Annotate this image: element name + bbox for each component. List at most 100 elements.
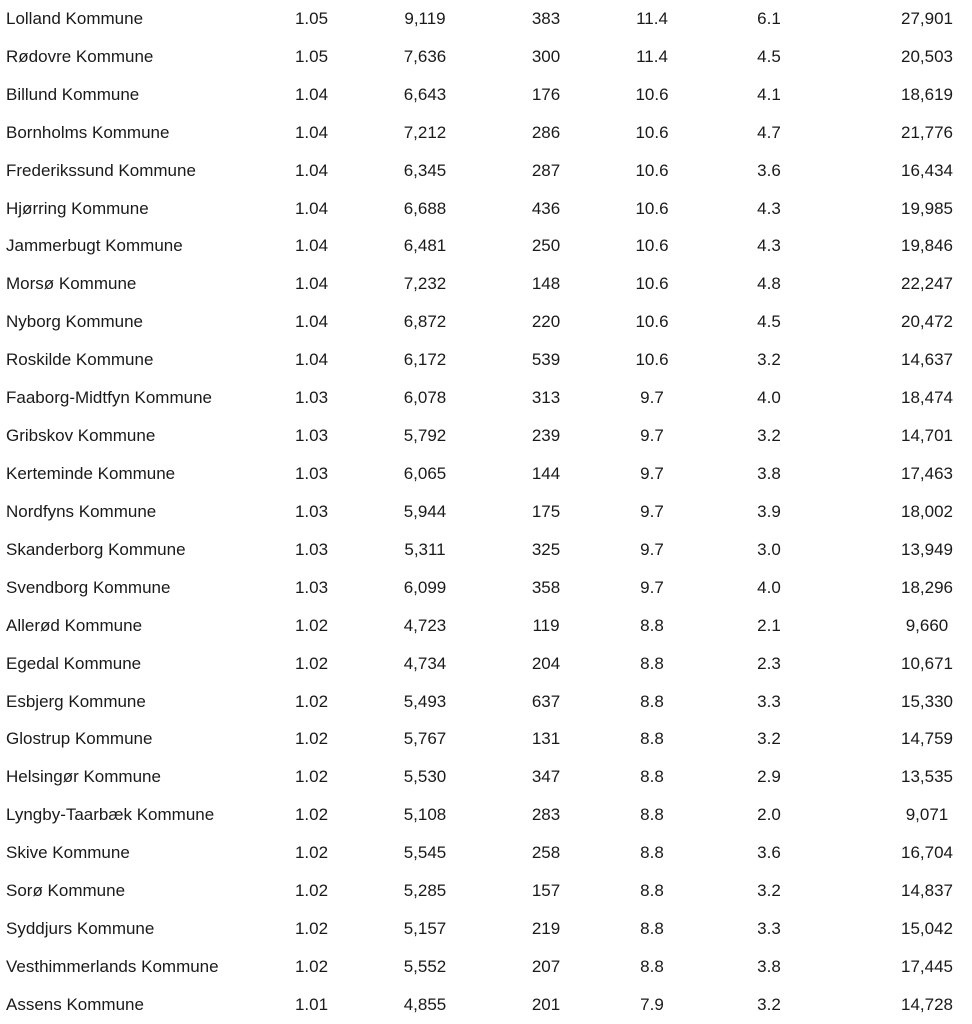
value-cell-index: 1.04	[294, 122, 329, 142]
municipality-name-cell: Nyborg Kommune	[6, 312, 144, 332]
value-cell-amount_2: 19,985	[901, 198, 953, 218]
municipality-name-cell: Gribskov Kommune	[6, 426, 156, 446]
value-cell-count: 358	[531, 577, 561, 597]
value-cell-count: 119	[532, 615, 560, 635]
municipality-name-cell: Vesthimmerlands Kommune	[6, 957, 219, 976]
value-cell-index: 1.04	[294, 84, 329, 104]
value-cell-amount_1: 6,172	[403, 350, 447, 370]
value-cell-rate_1: 9.7	[640, 426, 664, 446]
value-cell-index: 1.03	[294, 501, 329, 521]
municipality-name-cell: Assens Kommune	[6, 994, 144, 1014]
value-cell-count: 220	[531, 312, 561, 332]
table-row: Esbjerg Kommune 1.02 5,493 637 8.8 3.3 15,330	[0, 683, 972, 721]
value-cell-rate_1: 8.8	[640, 615, 664, 635]
value-cell-amount_2: 27,901	[901, 8, 953, 28]
value-cell-amount_1: 5,545	[403, 843, 447, 863]
value-cell-count: 300	[531, 46, 561, 66]
municipality-name-cell: Faaborg-Midtfyn Kommune	[6, 388, 212, 408]
municipality-name-cell: Kerteminde Kommune	[6, 464, 176, 484]
table-row: Gribskov Kommune 1.03 5,792 239 9.7 3.2 14,701	[0, 417, 972, 455]
value-cell-amount_1: 6,065	[403, 464, 447, 484]
municipality-name-cell: Sorø Kommune	[6, 881, 126, 901]
value-cell-amount_1: 5,108	[403, 805, 447, 825]
value-cell-amount_1: 5,767	[403, 729, 447, 749]
value-cell-index: 1.01	[294, 994, 329, 1014]
table-row: Rødovre Kommune 1.05 7,636 300 11.4 4.5 20,503	[0, 38, 972, 76]
table-row: Lyngby-Taarbæk Kommune 1.02 5,108 283 8.8 2.0…	[0, 796, 972, 834]
table-row: Glostrup Kommune 1.02 5,767 131 8.8 3.2 14,759	[0, 721, 972, 759]
table-row: Allerød Kommune 1.02 4,723 119 8.8 2.1 9,660	[0, 607, 972, 645]
value-cell-rate_2: 2.9	[757, 767, 781, 787]
value-cell-rate_1: 9.7	[640, 501, 664, 521]
value-cell-index: 1.04	[294, 350, 329, 370]
value-cell-rate_2: 2.3	[757, 653, 781, 673]
value-cell-count: 286	[531, 122, 561, 142]
table-row: Faaborg-Midtfyn Kommune 1.03 6,078 313 9.7 4.…	[0, 379, 972, 417]
table-row: Hjørring Kommune 1.04 6,688 436 10.6 4.3 19,98…	[0, 190, 972, 228]
value-cell-index: 1.02	[294, 881, 329, 901]
value-cell-rate_1: 7.9	[640, 994, 664, 1014]
value-cell-rate_1: 10.6	[635, 198, 669, 218]
value-cell-rate_2: 4.7	[757, 122, 781, 142]
value-cell-index: 1.02	[294, 805, 329, 825]
table-row: Kerteminde Kommune 1.03 6,065 144 9.7 3.8 17,4…	[0, 455, 972, 493]
value-cell-index: 1.03	[294, 577, 329, 597]
value-cell-index: 1.04	[294, 274, 329, 294]
table-row: Jammerbugt Kommune 1.04 6,481 250 10.6 4.3 19,…	[0, 228, 972, 266]
value-cell-count: 637	[531, 691, 561, 711]
value-cell-amount_1: 9,119	[404, 8, 446, 28]
value-cell-rate_2: 3.2	[757, 881, 781, 901]
value-cell-rate_1: 9.7	[640, 464, 664, 484]
table-row: Bornholms Kommune 1.04 7,212 286 10.6 4.7 21,7…	[0, 114, 972, 152]
table-row: Helsingør Kommune 1.02 5,530 347 8.8 2.9 13,53…	[0, 758, 972, 796]
value-cell-rate_2: 3.6	[757, 160, 781, 180]
value-cell-rate_1: 10.6	[635, 236, 669, 256]
value-cell-rate_2: 2.1	[757, 615, 781, 635]
value-cell-amount_1: 6,643	[403, 84, 447, 104]
value-cell-amount_2: 17,463	[901, 464, 953, 484]
municipality-name-cell: Esbjerg Kommune	[6, 691, 146, 711]
value-cell-index: 1.04	[294, 312, 329, 332]
value-cell-rate_2: 4.0	[757, 388, 781, 408]
value-cell-rate_1: 8.8	[640, 957, 664, 976]
value-cell-index: 1.02	[294, 919, 329, 939]
value-cell-rate_2: 3.3	[757, 919, 781, 939]
value-cell-count: 283	[531, 805, 561, 825]
value-cell-amount_2: 21,776	[901, 122, 953, 142]
value-cell-count: 383	[531, 8, 561, 28]
value-cell-amount_2: 15,330	[901, 691, 953, 711]
municipality-name-cell: Svendborg Kommune	[6, 577, 171, 597]
value-cell-rate_2: 4.1	[757, 84, 781, 104]
value-cell-index: 1.02	[294, 843, 329, 863]
value-cell-amount_2: 22,247	[901, 274, 953, 294]
value-cell-rate_1: 10.6	[635, 350, 669, 370]
value-cell-amount_2: 15,042	[901, 919, 953, 939]
value-cell-amount_1: 4,723	[403, 615, 447, 635]
value-cell-amount_1: 5,285	[403, 881, 447, 901]
value-cell-amount_1: 4,734	[403, 653, 447, 673]
value-cell-count: 250	[531, 236, 561, 256]
value-cell-rate_1: 10.6	[635, 274, 669, 294]
value-cell-rate_1: 10.6	[635, 312, 669, 332]
value-cell-index: 1.02	[294, 615, 329, 635]
value-cell-count: 313	[531, 388, 561, 408]
municipality-name-cell: Lyngby-Taarbæk Kommune	[6, 805, 215, 825]
value-cell-amount_2: 14,837	[901, 881, 953, 901]
value-cell-count: 157	[531, 881, 561, 901]
value-cell-rate_2: 3.2	[757, 350, 781, 370]
value-cell-index: 1.03	[294, 426, 329, 446]
value-cell-index: 1.04	[294, 236, 329, 256]
value-cell-rate_1: 11.4	[636, 46, 668, 66]
value-cell-index: 1.02	[294, 653, 329, 673]
municipality-name-cell: Helsingør Kommune	[6, 767, 161, 787]
table-row: Lolland Kommune 1.05 9,119 383 11.4 6.1 27,901	[0, 0, 972, 38]
value-cell-rate_2: 2.0	[757, 805, 781, 825]
value-cell-count: 207	[531, 957, 561, 976]
table-row: Morsø Kommune 1.04 7,232 148 10.6 4.8 22,247	[0, 265, 972, 303]
value-cell-amount_2: 9,660	[905, 615, 949, 635]
value-cell-index: 1.02	[294, 691, 329, 711]
value-cell-rate_2: 3.3	[757, 691, 781, 711]
table-row: Roskilde Kommune 1.04 6,172 539 10.6 3.2 14,63…	[0, 341, 972, 379]
value-cell-amount_1: 5,311	[404, 539, 446, 559]
